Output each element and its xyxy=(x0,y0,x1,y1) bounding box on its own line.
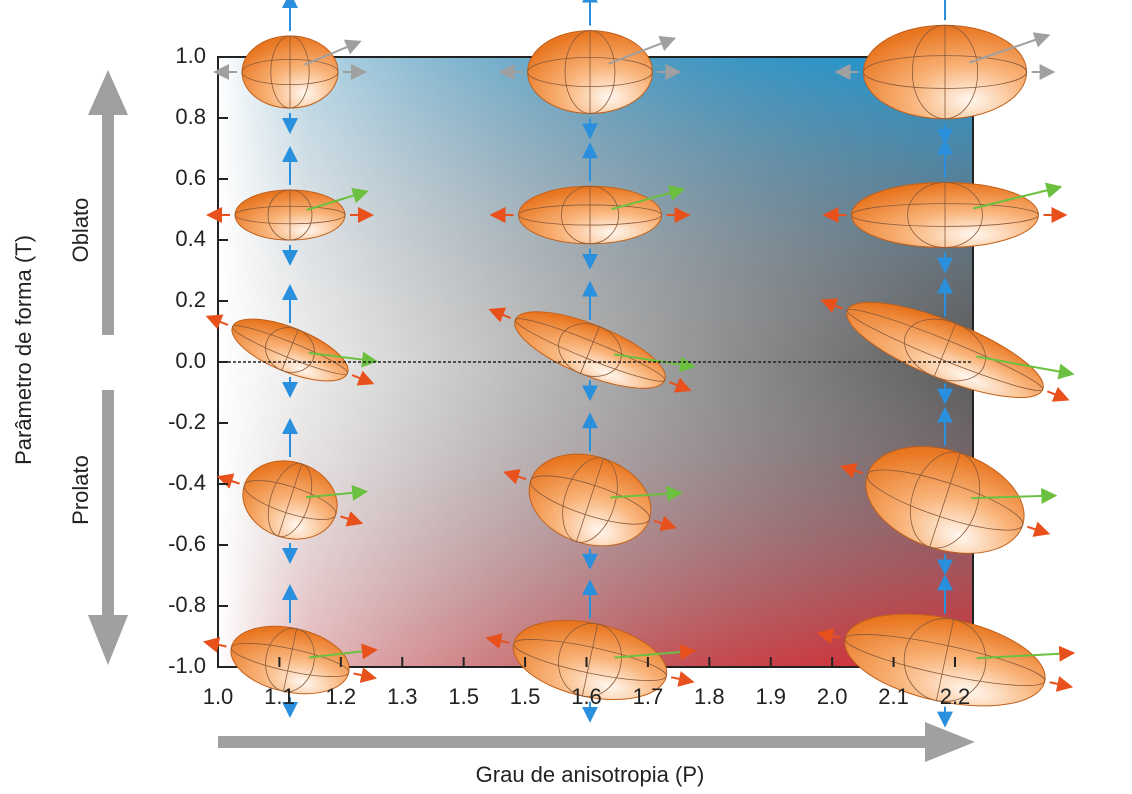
y-tick-label: -0.4 xyxy=(168,470,206,495)
y-tick-label: -0.2 xyxy=(168,409,206,434)
y-tick-label: 0.2 xyxy=(175,287,206,312)
y-tick-label: 0.4 xyxy=(175,226,206,251)
y-tick-label: 0.0 xyxy=(175,348,206,373)
axis-arrow xyxy=(671,677,691,681)
prolate-label: Prolato xyxy=(68,455,93,525)
oblate-label: Oblato xyxy=(68,198,93,263)
y-tick-label: 0.6 xyxy=(175,165,206,190)
x-tick-label: 1.5 xyxy=(448,684,479,709)
y-tick-label: 0.8 xyxy=(175,104,206,129)
x-tick-label: 1.0 xyxy=(203,684,234,709)
x-tick-label: 2.1 xyxy=(878,684,909,709)
x-tick-label: 1.3 xyxy=(387,684,418,709)
x-tick-label: 1.2 xyxy=(326,684,357,709)
y-tick-label: 1.0 xyxy=(175,43,206,68)
chart: Oblato Prolato Parâmetro de forma (T) Gr… xyxy=(0,0,1132,794)
x-tick-label: 1.6 xyxy=(571,684,602,709)
axis-arrow xyxy=(354,674,374,678)
y-tick-label: -0.6 xyxy=(168,531,206,556)
x-tick-label: 1.9 xyxy=(755,684,786,709)
x-tick-label: 2.2 xyxy=(940,684,971,709)
y-tick-label: -1.0 xyxy=(168,653,206,678)
x-tick-label: 1.5 xyxy=(510,684,541,709)
x-tick-label: 1.8 xyxy=(694,684,725,709)
axis-arrow xyxy=(1027,527,1046,533)
x-tick-label: 1.1 xyxy=(264,684,295,709)
y-axis-label: Parâmetro de forma (T) xyxy=(11,235,36,465)
x-axis-label: Grau de anisotropia (P) xyxy=(476,762,705,787)
x-tick-label: 2.0 xyxy=(817,684,848,709)
x-tick-label: 1.7 xyxy=(633,684,664,709)
y-tick-label: -0.8 xyxy=(168,592,206,617)
axis-arrow xyxy=(1047,391,1066,398)
axis-arrow xyxy=(1050,682,1070,686)
